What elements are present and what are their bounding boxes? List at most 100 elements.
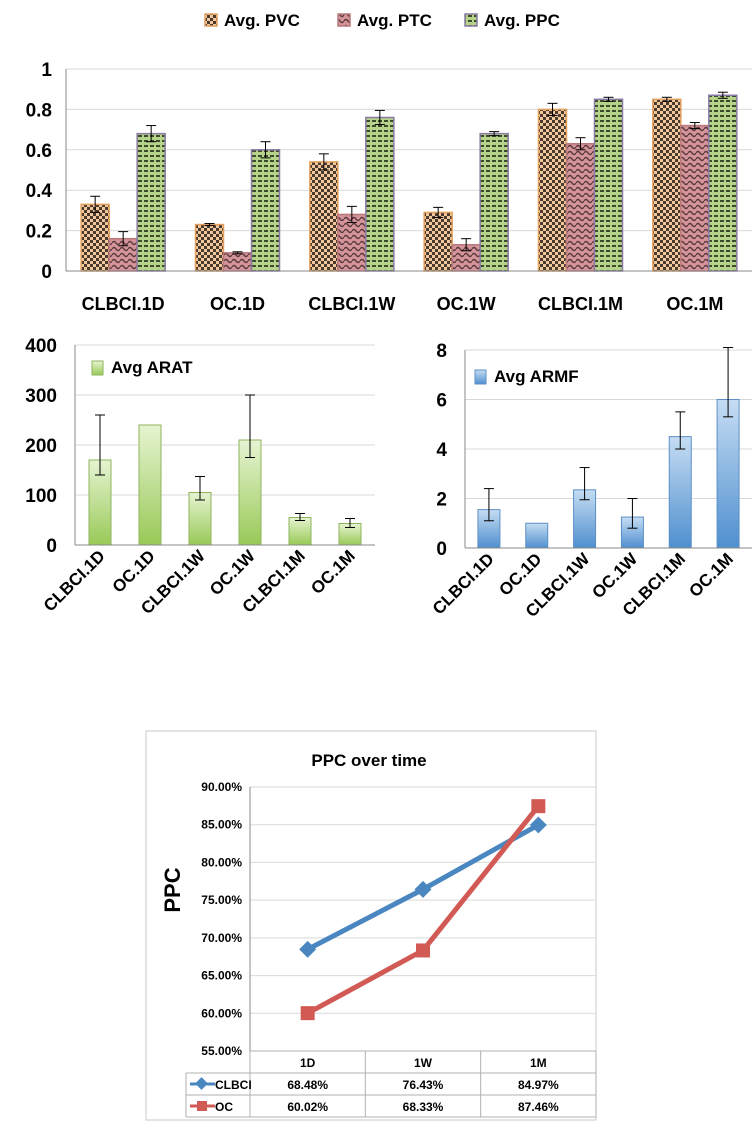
chart-armf: 0 2 4 6 8 Avg ARMF CLBCI.1DOC.1DCLBCI.1WOC.1… [429,341,752,621]
c2-y-tick-label: 400 [25,336,57,357]
chart1-bar-avgpvc [309,161,339,272]
c3-bar [525,522,549,549]
c2-y-tick-label: 300 [25,386,57,407]
chart1-legend-label: Avg. PPC [484,11,560,30]
chart1-y-tick-label: 0.6 [26,141,52,162]
c2-legend-label: Avg ARAT [111,358,193,377]
chart4-table-value: 87.46% [518,1100,559,1114]
chart1-bar-avgptc [565,142,596,272]
chart4-series-lines [299,799,547,1021]
c2-x-tick-label: OC.1M [307,546,359,598]
chart1-legend-swatch [464,13,478,27]
chart1-legend-swatch [337,13,351,27]
chart1-bars [80,91,738,272]
chart4-y-axis-label: PPC [160,867,185,912]
c3-bar [668,436,692,549]
chart3-legend: Avg ARMF [474,367,579,386]
chart4-y-tick-label: 70.00% [201,931,242,945]
chart2-gridlines [75,344,375,496]
chart1-x-tick-label: CLBCI.1W [308,294,395,314]
chart4-table-key-marker [197,1101,207,1111]
chart4-y-tick-label: 85.00% [201,818,242,832]
chart1-bar-avgppc [365,116,395,272]
chart4-y-tick-label: 60.00% [201,1006,242,1020]
chart1-x-tick-label: OC.1W [437,294,496,314]
chart4-y-tick-label: 80.00% [201,855,242,869]
chart1-x-tick-label: OC.1D [210,294,265,314]
c3-legend-label: Avg ARMF [494,367,579,386]
c3-bar [716,399,740,549]
chart1-bar-avgppc [593,98,624,272]
chart1-legend-label: Avg. PTC [357,11,432,30]
chart1-legend-label: Avg. PVC [224,11,300,30]
chart-ratio-bars: Avg. PVC Avg. PTC Avg. PPC 00.20.40.60.81 … [26,11,752,314]
c2-legend-swatch [91,360,104,376]
chart1-bar-avgpvc [423,211,453,272]
chart4-table-series-name: OC [215,1100,233,1114]
chart4-y-tick-label: 75.00% [201,893,242,907]
chart1-y-ticks: 0 0.2 0.4 0.6 0.8 1 [26,60,53,283]
chart1-bar-avgpvc [80,203,110,272]
chart4-point-clbci [299,940,317,958]
chart1-y-tick-label: 0.8 [26,100,52,121]
chart1-bar-avgpvc [652,98,682,272]
chart1-bar-avgpvc [537,108,568,272]
c3-legend-swatch [474,369,487,385]
chart4-y-tick-label: 55.00% [201,1044,242,1058]
c2-y-tick-label: 0 [46,536,57,557]
chart3-gridlines [465,349,752,499]
c2-y-tick-label: 100 [25,486,57,507]
chart1-bar-avgppc [136,132,166,272]
chart4-point-oc [531,799,546,814]
chart1-x-ticks: CLBCI.1D OC.1D CLBCI.1W OC.1W CLBCI.1M OC.1M [82,294,724,314]
c2-bar [138,424,162,546]
chart4-table-value: 60.02% [287,1100,328,1114]
chart2-bars [88,394,362,546]
c3-y-tick-label: 2 [436,490,447,511]
chart4-title: PPC over time [311,751,426,770]
chart4-x-tick-label: 1M [530,1056,547,1070]
chart4-x-tick-label: 1D [300,1056,316,1070]
chart4-table-value: 84.97% [518,1078,559,1092]
chart1-y-tick-label: 0 [41,262,52,283]
c2-y-tick-label: 200 [25,436,57,457]
chart4-y-tick-label: 65.00% [201,969,242,983]
chart4-point-oc [300,1006,315,1021]
chart1-bar-avgppc [250,149,281,272]
chart2-legend: Avg ARAT [91,358,193,377]
c3-x-tick-label: OC.1M [685,549,737,601]
chart4-y-ticks: 55.00% 60.00% 65.00% 70.00% 75.00% 80.00% 85.0… [201,780,242,1058]
chart1-bar-avgptc [337,213,367,272]
c3-y-tick-label: 6 [436,391,447,412]
c2-x-tick-label: OC.1D [109,546,159,596]
chart-arat: 0 100 200 300 400 Avg ARAT CLBCI.1D OC.1DCLBC… [25,336,375,618]
chart1-legend-swatch [204,13,218,27]
c2-bar [288,517,312,546]
chart4-table-value: 68.33% [403,1100,444,1114]
chart2-y-ticks: 0 100 200 300 400 [25,336,57,557]
chart1-x-tick-label: OC.1M [666,294,723,314]
chart1-y-tick-label: 0.2 [26,222,52,243]
chart4-y-tick-label: 90.00% [201,780,242,794]
chart1-bar-avgptc [222,252,253,272]
chart1-y-tick-label: 0.4 [26,181,53,202]
chart3-y-ticks: 0 2 4 6 8 [436,341,447,560]
chart1-y-tick-label: 1 [41,60,52,81]
chart4-table-series-name: CLBCI [215,1078,252,1092]
chart4-table-value: 76.43% [403,1078,444,1092]
chart4-point-oc [416,943,430,958]
chart1-x-tick-label: CLBCI.1M [538,294,623,314]
chart1-legend: Avg. PVC Avg. PTC Avg. PPC [204,11,560,30]
chart4-frame [145,730,597,1121]
chart-ppc-over-time: PPC over time PPC 55.00% 60.00% 65.00% 70.0… [145,730,597,1121]
chart1-bar-avgppc [708,94,738,272]
chart4-point-clbci [529,816,547,834]
c3-y-tick-label: 0 [436,539,447,560]
chart1-x-tick-label: CLBCI.1D [82,294,165,314]
chart4-x-tick-label: 1W [414,1056,433,1070]
chart1-bar-avgptc [680,124,710,272]
chart4-point-clbci [414,880,432,898]
